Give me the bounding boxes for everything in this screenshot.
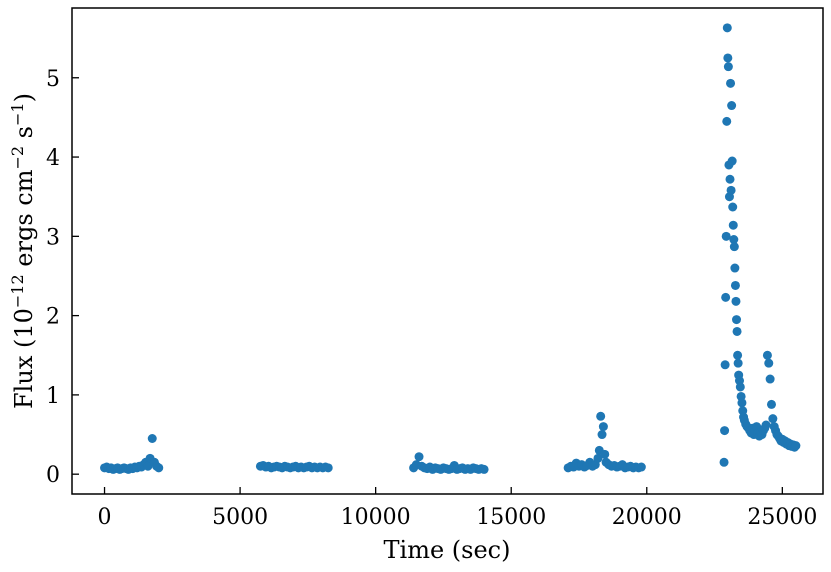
data-point — [733, 358, 743, 368]
data-point — [636, 462, 646, 472]
y-axis-label-exp1: −12 — [8, 274, 27, 308]
data-point — [730, 280, 740, 290]
x-axis-ticks: 0 5000 10000 15000 20000 25000 — [98, 487, 817, 530]
data-point — [791, 441, 801, 451]
y-tick-label: 5 — [46, 67, 60, 92]
data-point — [764, 358, 774, 368]
data-point — [762, 350, 772, 360]
x-tick-label: 0 — [98, 505, 112, 530]
data-point — [761, 420, 771, 430]
y-axis-label-mid2: s — [10, 126, 38, 146]
data-point — [721, 231, 731, 241]
y-axis-label-exp3: −1 — [8, 102, 27, 126]
y-axis-label-exp2: −2 — [8, 146, 27, 170]
y-axis-label-mid1: ergs cm — [10, 169, 38, 274]
data-point — [323, 463, 333, 473]
data-point — [597, 430, 607, 440]
data-point — [723, 62, 733, 72]
data-point — [593, 453, 603, 463]
data-point — [768, 414, 778, 424]
data-point — [725, 174, 735, 184]
data-point — [729, 242, 739, 252]
y-tick-label: 2 — [46, 305, 60, 330]
data-point — [731, 296, 741, 306]
data-point — [727, 101, 737, 111]
x-tick-label: 5000 — [212, 505, 268, 530]
data-point — [596, 411, 606, 421]
data-point — [728, 220, 738, 230]
plot-frame — [71, 7, 824, 495]
data-point — [721, 292, 731, 302]
data-point — [732, 326, 742, 336]
data-point — [414, 452, 424, 462]
data-point — [154, 463, 164, 473]
data-point — [147, 434, 157, 444]
y-tick-label: 4 — [46, 146, 60, 171]
x-axis-label: Time (sec) — [384, 536, 511, 564]
y-tick-label: 1 — [46, 384, 60, 409]
data-point — [726, 185, 736, 195]
data-point — [598, 422, 608, 432]
data-point — [726, 78, 736, 88]
data-point — [730, 263, 740, 273]
data-point — [766, 399, 776, 409]
data-point — [479, 464, 489, 474]
data-point — [720, 426, 730, 436]
data-point — [723, 53, 733, 63]
data-point — [728, 202, 738, 212]
data-point — [600, 449, 610, 459]
data-point — [719, 457, 729, 467]
data-point — [737, 398, 747, 408]
y-axis-ticks: 0 1 2 3 4 5 — [46, 67, 79, 488]
data-point — [143, 461, 153, 471]
data-point — [735, 382, 745, 392]
data-point — [720, 360, 730, 370]
x-tick-label: 25000 — [747, 505, 817, 530]
data-point — [729, 235, 739, 245]
data-point — [727, 156, 737, 166]
data-point — [722, 116, 732, 126]
x-tick-label: 20000 — [612, 505, 682, 530]
data-point — [732, 315, 742, 325]
data-points — [100, 23, 801, 474]
data-point — [722, 23, 732, 33]
data-point — [733, 350, 743, 360]
x-tick-label: 10000 — [341, 505, 411, 530]
y-tick-label: 3 — [46, 225, 60, 250]
y-axis-label: Flux (10−12 ergs cm−2 s−1) — [8, 93, 38, 409]
x-tick-label: 15000 — [476, 505, 546, 530]
data-point — [765, 374, 775, 384]
y-axis-label-prefix: Flux (10 — [10, 308, 38, 409]
y-axis-label-suffix: ) — [10, 93, 38, 102]
y-tick-label: 0 — [46, 463, 60, 488]
